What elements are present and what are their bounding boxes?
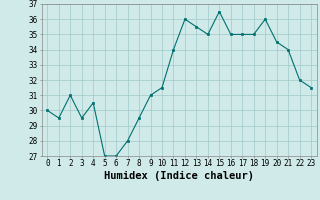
X-axis label: Humidex (Indice chaleur): Humidex (Indice chaleur) [104,171,254,181]
